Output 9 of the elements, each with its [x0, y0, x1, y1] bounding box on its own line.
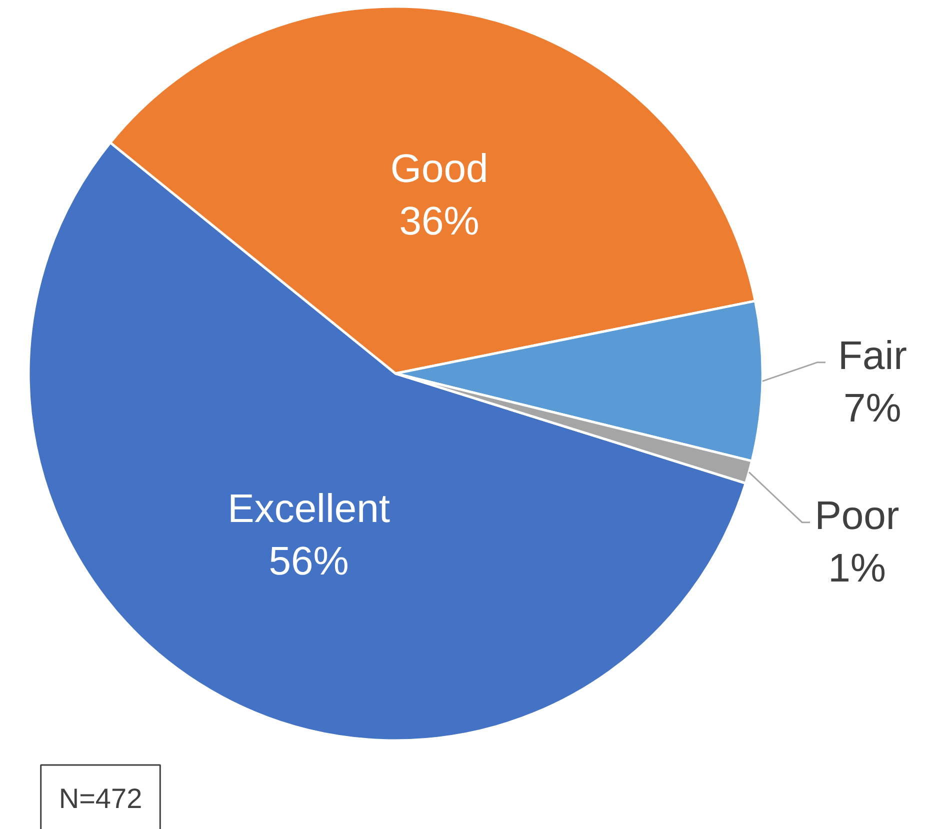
data-label: 36% [399, 200, 480, 244]
text: N=472 [58, 783, 142, 814]
slice-label: Poor [814, 494, 900, 538]
data-label: 1% [828, 546, 886, 591]
slice-label: Excellent [228, 486, 390, 531]
data-label: 7% [844, 386, 902, 431]
slice-label: Good [390, 146, 488, 191]
slice-label: Fair [838, 334, 907, 378]
data-label: 56% [268, 540, 349, 584]
